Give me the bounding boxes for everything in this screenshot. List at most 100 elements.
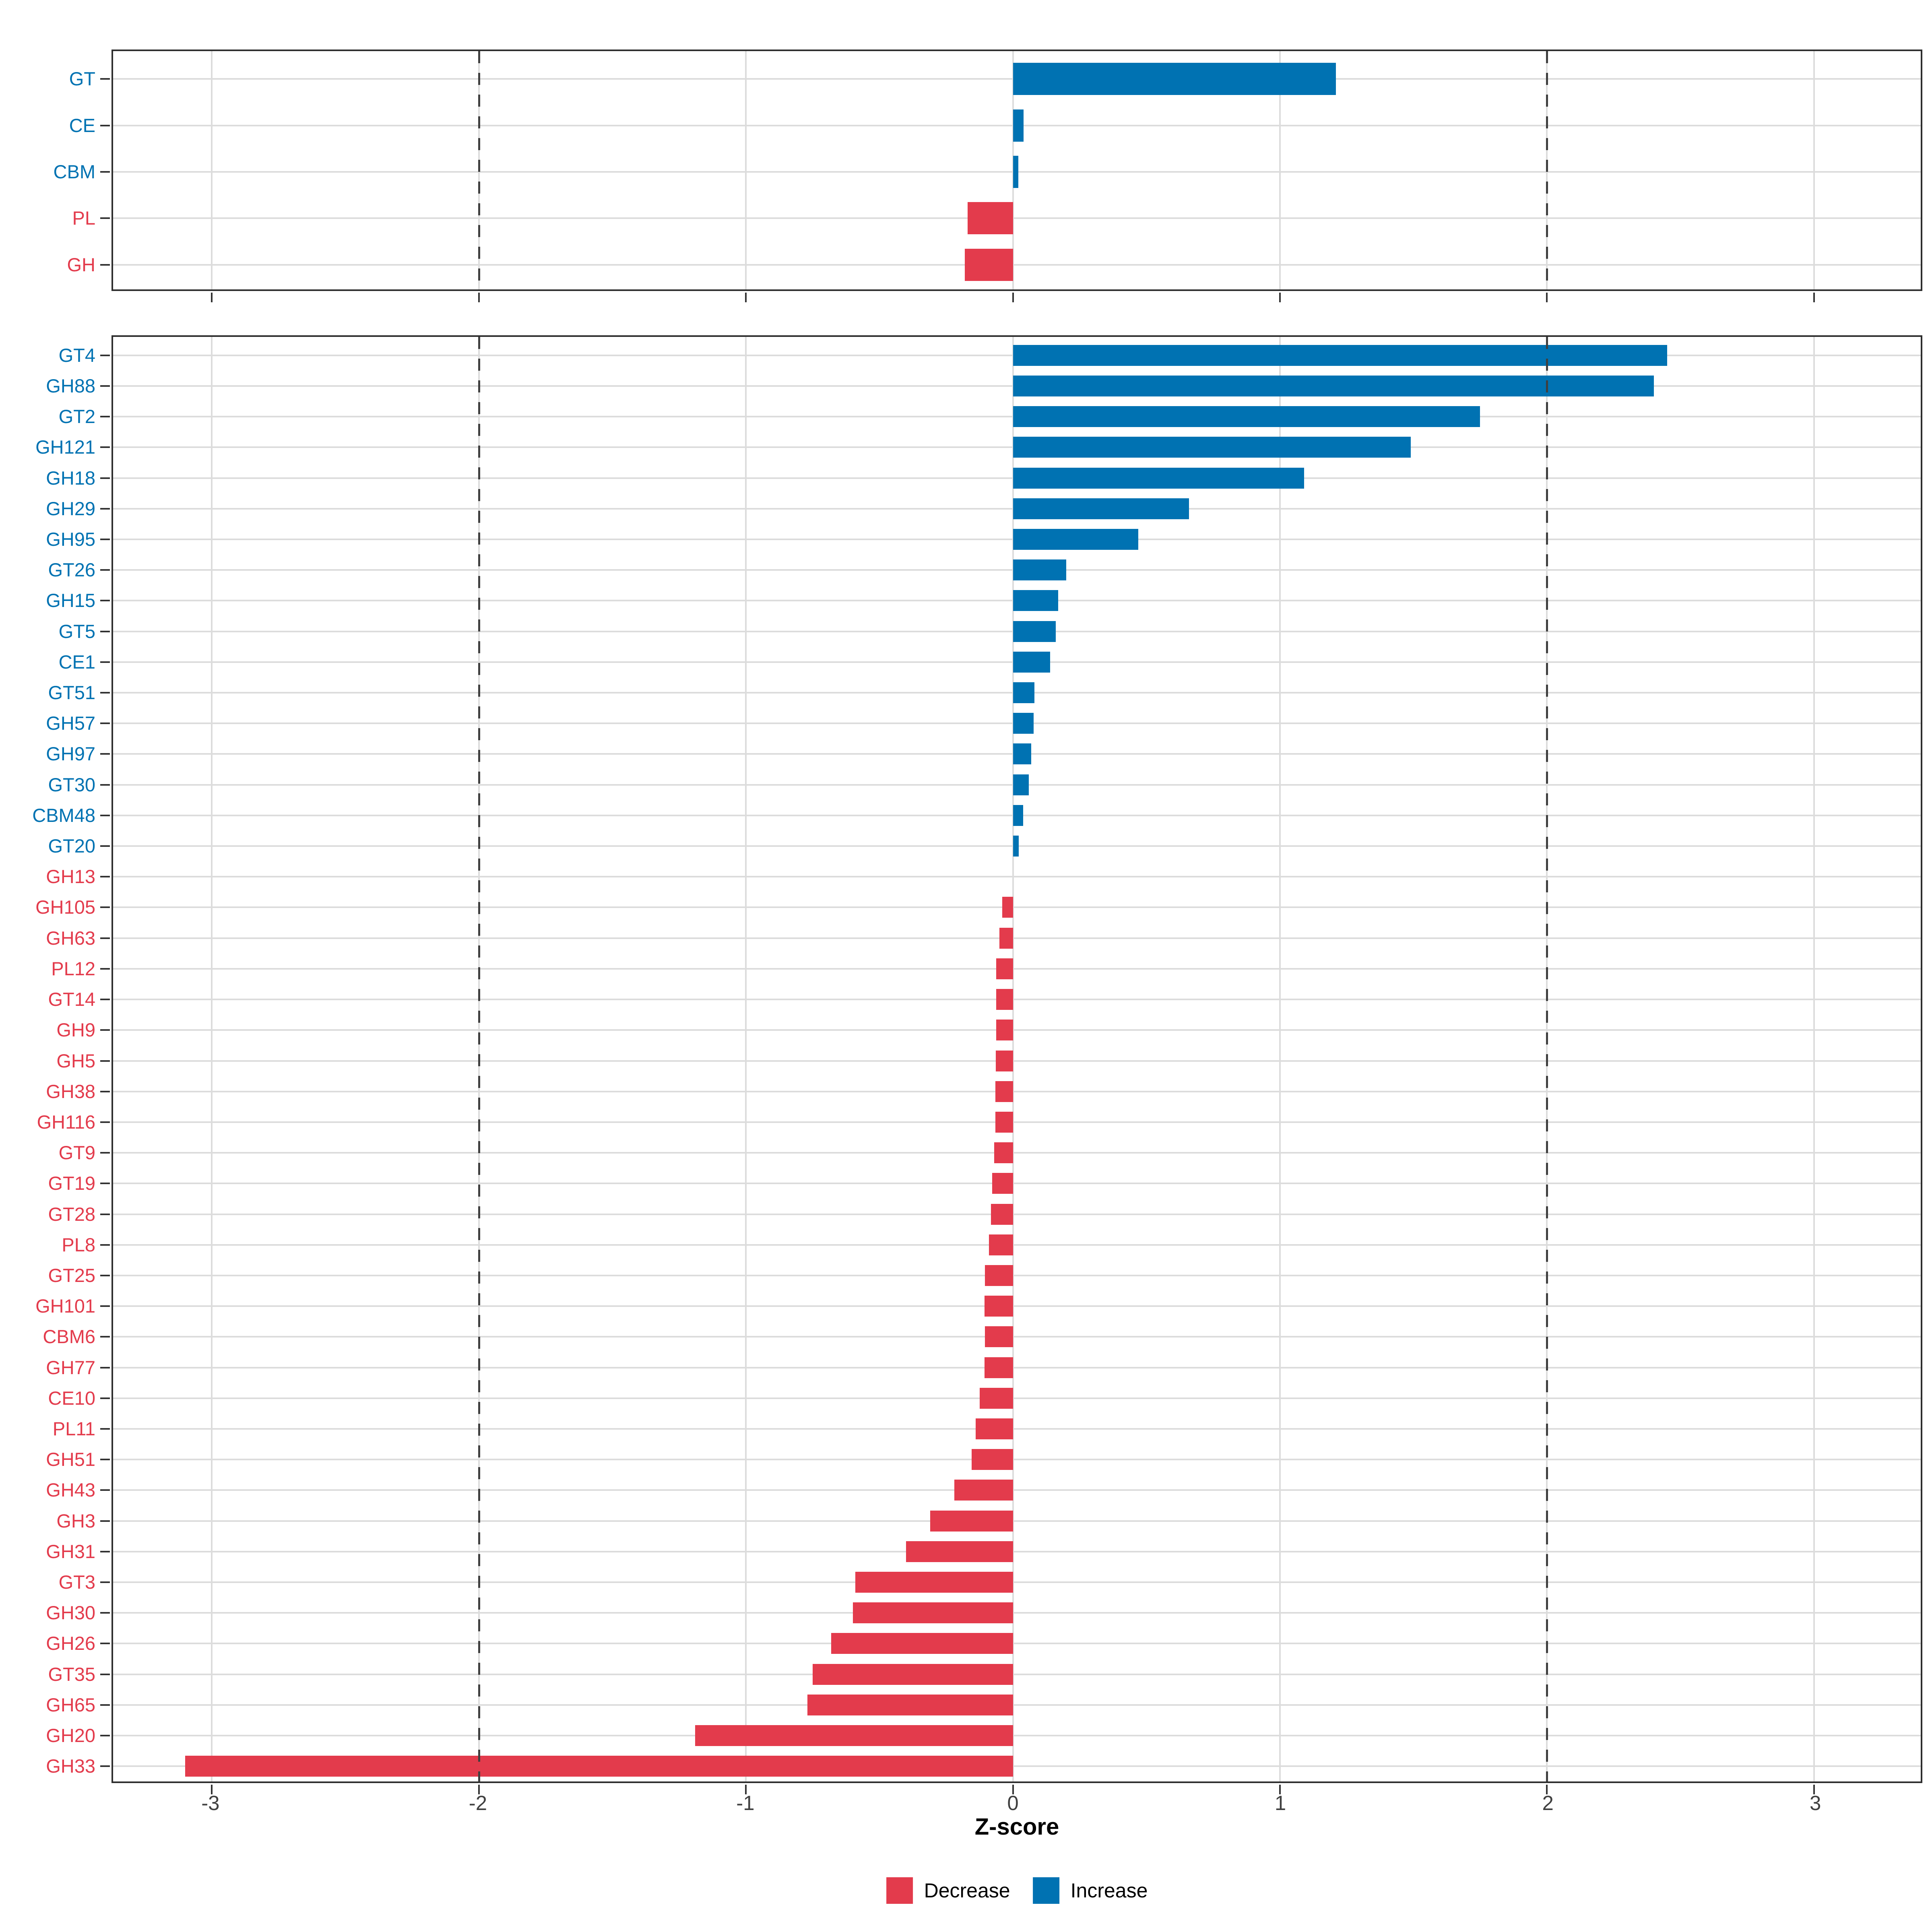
bar-GT25 xyxy=(985,1265,1013,1286)
y-tick-GT51 xyxy=(100,692,110,694)
bar-GH30 xyxy=(852,1602,1013,1624)
y-tick-GH13 xyxy=(100,876,110,878)
bar-PL11 xyxy=(975,1418,1013,1439)
y-label-GH121: GH121 xyxy=(35,436,95,458)
bar-GT20 xyxy=(1013,836,1019,857)
y-label-GT35: GT35 xyxy=(48,1663,95,1685)
y-tick-CBM48 xyxy=(100,814,110,816)
y-tick-GT14 xyxy=(100,999,110,1001)
y-label-PL12: PL12 xyxy=(51,958,95,979)
bar-GH5 xyxy=(996,1050,1013,1071)
x-tick-label-3: 3 xyxy=(1809,1792,1821,1814)
bar-GT4 xyxy=(1013,345,1667,366)
y-tick-GH3 xyxy=(100,1520,110,1522)
gridline-row-GT28 xyxy=(113,1213,1921,1215)
reference-line--2 xyxy=(478,51,480,289)
y-label-GT20: GT20 xyxy=(48,835,95,857)
y-label-GH63: GH63 xyxy=(46,927,95,949)
y-label-GH97: GH97 xyxy=(46,743,95,765)
x-tick--3 xyxy=(211,1785,213,1794)
gridline-row-GH31 xyxy=(113,1550,1921,1552)
y-label-GH26: GH26 xyxy=(46,1633,95,1654)
y-tick-CE10 xyxy=(100,1397,110,1399)
gridline-x--1 xyxy=(745,337,747,1781)
x-tick-label--1: -1 xyxy=(736,1792,755,1814)
y-label-GT: GT xyxy=(69,68,95,90)
y-label-GT5: GT5 xyxy=(58,620,95,642)
y-tick-GH65 xyxy=(100,1704,110,1706)
y-tick-CE1 xyxy=(100,661,110,663)
bar-GH116 xyxy=(995,1111,1013,1133)
bar-GH121 xyxy=(1013,437,1411,458)
y-label-GH65: GH65 xyxy=(46,1694,95,1715)
bar-GT3 xyxy=(855,1572,1013,1593)
bar-GT xyxy=(1013,63,1336,95)
gridline-row-GH101 xyxy=(113,1305,1921,1307)
x-tick-label-1: 1 xyxy=(1274,1792,1286,1814)
bar-GT9 xyxy=(994,1142,1013,1164)
bar-PL8 xyxy=(989,1234,1013,1255)
gridline-row-GH51 xyxy=(113,1459,1921,1461)
gridline-row-CBM6 xyxy=(113,1336,1921,1338)
y-label-GH88: GH88 xyxy=(46,375,95,396)
bar-GH101 xyxy=(985,1296,1013,1317)
y-tick-GT25 xyxy=(100,1274,110,1276)
y-tick-GH38 xyxy=(100,1090,110,1092)
y-label-GH31: GH31 xyxy=(46,1540,95,1562)
decrease-swatch-icon xyxy=(886,1877,913,1904)
y-tick-GH20 xyxy=(100,1735,110,1737)
y-label-GH105: GH105 xyxy=(35,896,95,918)
increase-swatch-icon xyxy=(1032,1877,1059,1904)
gridline-row-GT19 xyxy=(113,1183,1921,1185)
y-label-GH77: GH77 xyxy=(46,1356,95,1378)
bar-GH57 xyxy=(1013,713,1034,734)
y-tick-GT19 xyxy=(100,1183,110,1185)
gridline-row-GH33 xyxy=(113,1765,1921,1767)
y-tick-CE xyxy=(100,124,110,126)
x-tick-0 xyxy=(1012,293,1014,302)
y-label-PL8: PL8 xyxy=(62,1234,95,1255)
y-tick-GT5 xyxy=(100,630,110,632)
gridline-row-GH38 xyxy=(113,1090,1921,1092)
y-label-GH18: GH18 xyxy=(46,467,95,489)
y-tick-PL xyxy=(100,217,110,219)
y-label-GH43: GH43 xyxy=(46,1479,95,1501)
legend: Decrease Increase xyxy=(886,1877,1148,1904)
y-label-GT19: GT19 xyxy=(48,1172,95,1194)
gridline-row-PL8 xyxy=(113,1244,1921,1246)
gridline-row-GH20 xyxy=(113,1735,1921,1737)
bar-GH51 xyxy=(971,1449,1013,1470)
y-label-GH20: GH20 xyxy=(46,1725,95,1746)
bar-GT26 xyxy=(1013,559,1067,581)
bar-CE1 xyxy=(1013,651,1051,673)
bar-CBM48 xyxy=(1013,805,1024,826)
gridline-row-GH77 xyxy=(113,1366,1921,1368)
y-label-GT9: GT9 xyxy=(58,1142,95,1164)
reference-line-2 xyxy=(1546,337,1548,1781)
gridline-row-GH30 xyxy=(113,1612,1921,1614)
y-tick-GT2 xyxy=(100,416,110,418)
bar-PL xyxy=(967,202,1013,235)
y-tick-GT30 xyxy=(100,784,110,786)
y-tick-GH88 xyxy=(100,385,110,387)
y-label-GT4: GT4 xyxy=(58,344,95,366)
y-label-GH51: GH51 xyxy=(46,1449,95,1470)
bar-GH95 xyxy=(1013,528,1139,550)
y-tick-GH29 xyxy=(100,508,110,510)
y-tick-CBM6 xyxy=(100,1336,110,1338)
x-tick--1 xyxy=(745,1785,747,1794)
y-tick-GT3 xyxy=(100,1581,110,1583)
y-tick-GH63 xyxy=(100,937,110,939)
gridline-x-3 xyxy=(1813,51,1815,289)
bar-CE xyxy=(1013,109,1024,142)
y-label-CE: CE xyxy=(69,114,95,136)
gridline-row-GH3 xyxy=(113,1520,1921,1522)
reference-line-2 xyxy=(1546,51,1548,289)
bar-GT30 xyxy=(1013,774,1029,795)
y-tick-GH9 xyxy=(100,1029,110,1031)
gridline-row-PL11 xyxy=(113,1428,1921,1430)
y-label-GH13: GH13 xyxy=(46,866,95,888)
legend-label-increase: Increase xyxy=(1070,1879,1148,1902)
x-tick-label-2: 2 xyxy=(1542,1792,1554,1814)
